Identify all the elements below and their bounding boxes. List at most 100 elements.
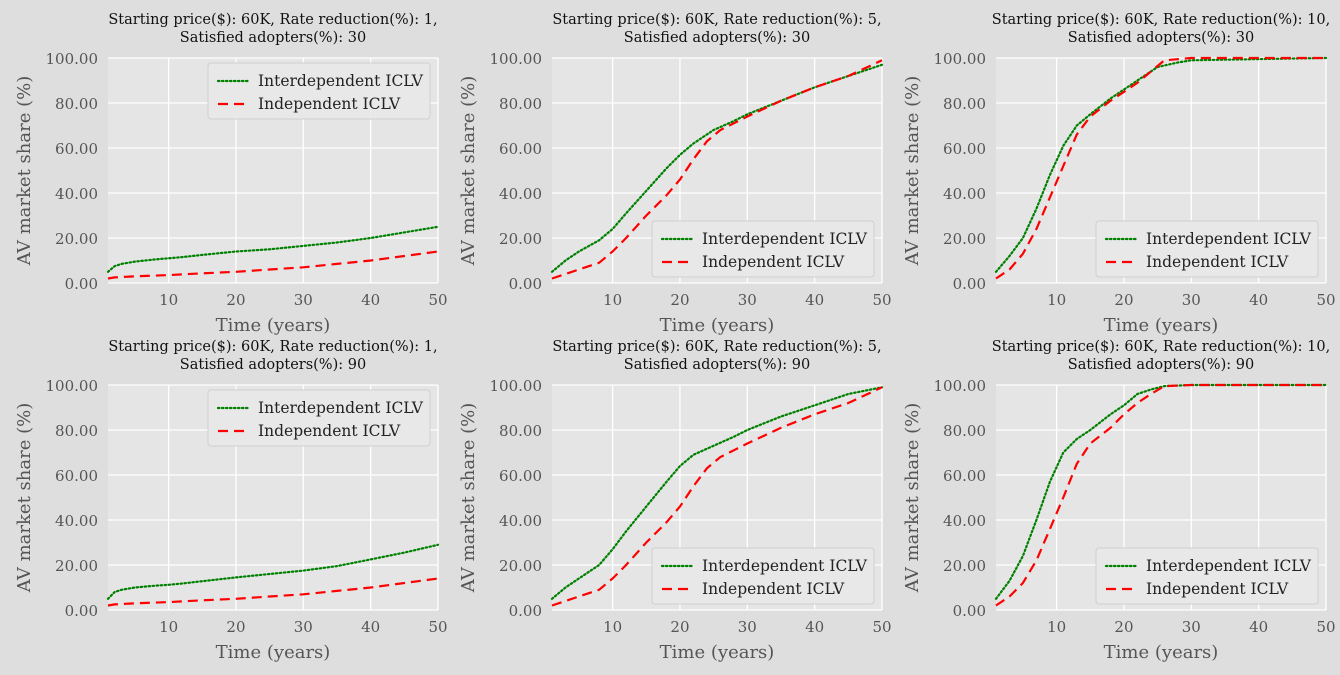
x-axis-label: Time (years) — [660, 315, 775, 336]
x-tick-label: 40 — [1249, 291, 1268, 309]
x-tick-label: 50 — [428, 618, 447, 636]
x-tick-label: 30 — [1182, 618, 1201, 636]
x-axis-label: Time (years) — [1104, 315, 1219, 336]
x-tick-label: 20 — [226, 618, 245, 636]
x-tick-label: 10 — [1047, 618, 1066, 636]
y-axis-label: AV market share (%) — [14, 76, 35, 266]
subplot-1: 0.00 20.00 40.00 60.00 80.00 100.00 10 20 30 40 50… — [14, 12, 448, 336]
x-tick-label: 20 — [1114, 618, 1133, 636]
legend: Interdependent ICLV Independent ICLV — [651, 547, 875, 605]
legend-label: Independent ICLV — [258, 422, 401, 440]
series-line-independent — [107, 577, 439, 607]
y-tick-label: 0.00 — [953, 602, 986, 620]
y-tick-label: 80.00 — [55, 422, 98, 440]
legend-label: Interdependent ICLV — [1146, 230, 1312, 248]
legend: Interdependent ICLV Independent ICLV — [207, 389, 431, 447]
x-tick-label: 30 — [294, 618, 313, 636]
y-axis-label: AV market share (%) — [458, 403, 479, 593]
x-tick-label: 20 — [226, 291, 245, 309]
y-tick-label: 40.00 — [499, 512, 542, 530]
x-tick-label: 10 — [159, 291, 178, 309]
subplot-6: 0.00 20.00 40.00 60.00 80.00 100.00 10 20 30 40 50… — [902, 339, 1336, 663]
x-tick-label: 10 — [1047, 291, 1066, 309]
y-tick-label: 0.00 — [509, 602, 542, 620]
x-tick-label: 40 — [805, 291, 824, 309]
legend-label: Independent ICLV — [258, 95, 401, 113]
y-tick-label: 100.00 — [46, 377, 99, 395]
x-tick-label: 30 — [738, 618, 757, 636]
x-tick-label: 20 — [1114, 291, 1133, 309]
y-tick-label: 80.00 — [499, 95, 542, 113]
x-tick-label: 40 — [805, 618, 824, 636]
y-tick-label: 100.00 — [490, 377, 543, 395]
legend-box — [651, 220, 875, 278]
y-tick-label: 40.00 — [55, 185, 98, 203]
x-tick-label: 50 — [872, 618, 891, 636]
legend-box — [651, 547, 875, 605]
x-tick-label: 40 — [361, 618, 380, 636]
y-tick-label: 100.00 — [934, 50, 987, 68]
subplot-title-line: Satisfied adopters(%): 30 — [180, 30, 366, 46]
y-axis-label: AV market share (%) — [902, 403, 923, 593]
legend-label: Independent ICLV — [702, 253, 845, 271]
legend-label: Interdependent ICLV — [258, 72, 424, 90]
series-line-interdependent — [106, 543, 440, 600]
y-tick-label: 100.00 — [46, 50, 99, 68]
legend: Interdependent ICLV Independent ICLV — [651, 220, 875, 278]
x-tick-label: 40 — [1249, 618, 1268, 636]
y-axis-label: AV market share (%) — [14, 403, 35, 593]
y-axis-label: AV market share (%) — [902, 76, 923, 266]
x-axis-label: Time (years) — [1104, 642, 1219, 663]
series-line-interdependent — [550, 386, 884, 600]
y-tick-label: 60.00 — [943, 467, 986, 485]
y-tick-label: 100.00 — [490, 50, 543, 68]
y-tick-label: 0.00 — [953, 275, 986, 293]
x-tick-label: 40 — [361, 291, 380, 309]
x-tick-label: 50 — [1316, 618, 1335, 636]
legend-box — [1095, 547, 1319, 605]
y-tick-label: 40.00 — [943, 185, 986, 203]
x-tick-label: 30 — [738, 291, 757, 309]
legend-label: Interdependent ICLV — [1146, 557, 1312, 575]
y-tick-label: 80.00 — [55, 95, 98, 113]
y-tick-label: 20.00 — [943, 557, 986, 575]
y-tick-label: 20.00 — [499, 557, 542, 575]
x-tick-label: 10 — [603, 291, 622, 309]
y-tick-label: 40.00 — [499, 185, 542, 203]
y-tick-label: 40.00 — [943, 512, 986, 530]
legend-box — [1095, 220, 1319, 278]
x-tick-label: 20 — [670, 618, 689, 636]
subplot-title-line: Starting price($): 60K, Rate reduction(%… — [992, 339, 1330, 355]
x-tick-label: 50 — [428, 291, 447, 309]
subplot-4: 0.00 20.00 40.00 60.00 80.00 100.00 10 20 30 40 50… — [14, 339, 448, 663]
subplot-5: 0.00 20.00 40.00 60.00 80.00 100.00 10 20 30 40 50… — [458, 339, 892, 663]
x-tick-label: 50 — [872, 291, 891, 309]
legend-box — [207, 389, 431, 447]
y-tick-label: 0.00 — [65, 275, 98, 293]
subplot-title-line: Satisfied adopters(%): 30 — [1068, 30, 1254, 46]
legend-label: Interdependent ICLV — [258, 399, 424, 417]
legend-label: Independent ICLV — [1146, 580, 1289, 598]
series-line-independent — [995, 56, 1326, 280]
y-tick-label: 60.00 — [55, 140, 98, 158]
series-line-interdependent — [994, 56, 1328, 273]
y-tick-label: 80.00 — [943, 95, 986, 113]
x-tick-label: 50 — [1316, 291, 1335, 309]
legend: Interdependent ICLV Independent ICLV — [1095, 220, 1319, 278]
subplot-title-line: Satisfied adopters(%): 90 — [1068, 357, 1254, 373]
x-tick-label: 30 — [1182, 291, 1201, 309]
subplot-title-line: Satisfied adopters(%): 90 — [180, 357, 366, 373]
subplot-title-line: Starting price($): 60K, Rate reduction(%… — [108, 339, 437, 355]
subplot-title-line: Starting price($): 60K, Rate reduction(%… — [108, 12, 437, 28]
legend-box — [207, 62, 431, 120]
series-line-independent — [995, 383, 1326, 607]
series-line-interdependent — [994, 383, 1328, 600]
x-axis-label: Time (years) — [660, 642, 775, 663]
legend-label: Independent ICLV — [1146, 253, 1289, 271]
series-line-independent — [551, 386, 883, 607]
y-axis-label: AV market share (%) — [458, 76, 479, 266]
x-tick-label: 10 — [159, 618, 178, 636]
y-tick-label: 20.00 — [55, 557, 98, 575]
legend: Interdependent ICLV Independent ICLV — [207, 62, 431, 120]
